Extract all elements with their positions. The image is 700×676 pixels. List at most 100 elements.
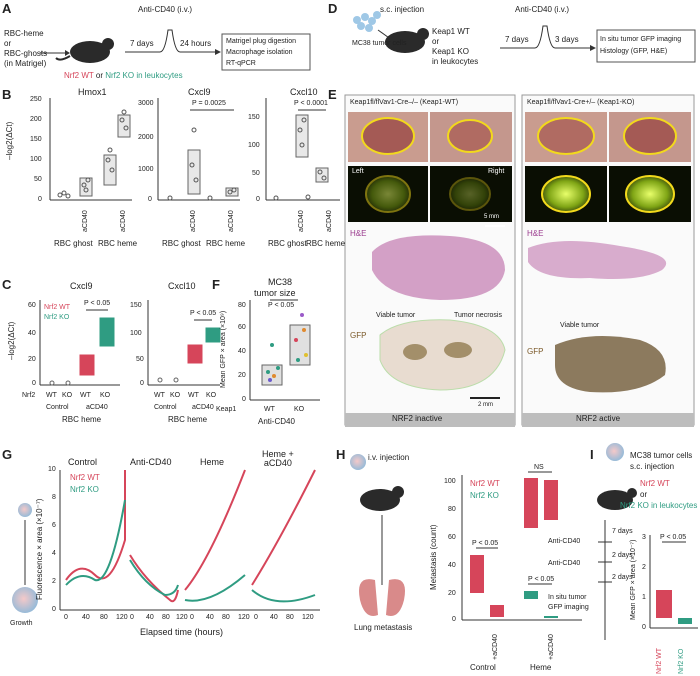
a-t1: 7 days — [130, 39, 154, 48]
panel-f-points — [266, 313, 308, 382]
g-cond-3: Heme + aCD40 — [262, 449, 294, 468]
c-title-1: Cxcl10 — [168, 281, 196, 291]
g-ytick-2: 4 — [52, 550, 56, 557]
mouse-icon — [70, 41, 110, 63]
timeline-line — [125, 29, 215, 53]
g-cond-0: Control — [68, 457, 98, 467]
ko-box — [289, 324, 311, 366]
h-legend-wt: Nrf2 WT — [470, 479, 500, 488]
f-ytick-1: 20 — [238, 372, 246, 379]
panel-label-b: B — [2, 87, 12, 102]
growth-icon — [12, 503, 38, 613]
g-ytick-0: 0 — [52, 606, 56, 613]
b1-group-1: RBC heme — [206, 239, 246, 248]
g0-xtick-2: 80 — [100, 614, 108, 621]
e-footer-left: NRF2 inactive — [392, 414, 443, 423]
e-he-right: H&E — [527, 229, 544, 238]
b2-group-1: RBC heme — [306, 239, 346, 248]
i-or: or — [640, 490, 648, 499]
i-text-1: s.c. injection — [630, 462, 675, 471]
g-cond-2: Heme — [200, 457, 225, 467]
g0-xtick-0: 0 — [64, 614, 68, 621]
b2-ytick-1: 50 — [252, 170, 260, 177]
c1-ytick-3: 150 — [130, 302, 142, 309]
i-timeline-1: 2 days — [612, 552, 633, 559]
e-necrosis: Tumor necrosis — [454, 312, 502, 319]
b0-ytick-2: 100 — [30, 156, 42, 163]
a-mice-wt: Nrf2 WT — [64, 71, 94, 80]
c-ylabel: –log2(ΔCt) — [7, 321, 16, 360]
b0-group-0: RBC ghost — [54, 239, 93, 248]
i-xtick-1: Nrf2 KO — [678, 648, 685, 674]
b0-ytick-5: 250 — [30, 96, 42, 103]
panel-a-schematic — [40, 29, 311, 71]
panel-h-icons — [350, 454, 405, 616]
ko-box — [678, 618, 692, 624]
mouse-icon — [385, 31, 425, 53]
g3-xtick-1: 40 — [270, 614, 278, 621]
g-ytick-5: 10 — [48, 466, 56, 473]
b-title-0: Hmox1 — [78, 87, 107, 97]
c1-group-1: aCD40 — [192, 404, 214, 411]
f-ytick-2: 40 — [238, 348, 246, 355]
c0-group-0: Control — [46, 404, 69, 411]
he-sections — [372, 235, 667, 399]
b2-ytick-0: 0 — [256, 196, 260, 203]
b2-xrot-0: aCD40 — [298, 210, 305, 232]
c-title-0: Cxcl9 — [70, 281, 93, 291]
panel-f-axes — [249, 300, 320, 401]
f-title-1: tumor size — [254, 288, 296, 298]
a-treatment: Anti-CD40 (i.v.) — [138, 5, 193, 14]
c-pval-0: P < 0.05 — [84, 300, 111, 307]
panel-h-axes — [461, 475, 582, 621]
c-legend-ko: Nrf2 KO — [44, 314, 70, 321]
tumor-photos — [348, 112, 691, 162]
b1-ytick-3: 3000 — [138, 100, 154, 107]
g2-xtick-1: 40 — [206, 614, 214, 621]
i-xtick-0: Nrf2 WT — [656, 647, 663, 674]
f-pval: P < 0.05 — [268, 302, 295, 309]
panel-label-i: I — [590, 447, 594, 462]
panel-label-c: C — [2, 277, 12, 292]
b2-xrot-1: aCD40 — [326, 210, 333, 232]
h-legend-ko: Nrf2 KO — [470, 491, 499, 500]
h-group-0: Control — [470, 663, 496, 672]
d-genotype-3: in leukocytes — [432, 57, 479, 66]
e-gfp-right: GFP — [527, 347, 544, 356]
wt-box — [261, 364, 283, 386]
c-legend-wt: Nrf2 WT — [44, 304, 71, 311]
a-t2: 24 hours — [180, 39, 212, 48]
b2-ytick-2: 100 — [248, 142, 260, 149]
steps-box — [596, 29, 696, 63]
f-xtick-1: KO — [294, 406, 305, 413]
panel-label-a: A — [2, 1, 12, 16]
arrow-icon — [65, 50, 70, 56]
e-gfp-left: GFP — [350, 331, 367, 340]
h-ytick-4: 80 — [448, 506, 456, 513]
d-genotype-2: Keap1 KO — [432, 47, 469, 56]
c1-xtick-1: KO — [170, 392, 181, 399]
g-growth: Growth — [10, 620, 33, 627]
f-row-label: Keap1 — [216, 406, 237, 413]
b1-ytick-1: 1000 — [138, 166, 154, 173]
h-ylabel: Metastasis (count) — [429, 524, 438, 590]
d-genotype-1: or — [432, 37, 440, 46]
c1-xtick-3: KO — [206, 392, 217, 399]
b1-ytick-2: 2000 — [138, 134, 154, 141]
f-xtick-0: WT — [264, 406, 275, 413]
e-right-label: Right — [488, 168, 505, 175]
b0-ytick-3: 150 — [30, 136, 42, 143]
e-right-title: Keap1fl/flVav1-Cre+/– (Keap1-KO) — [527, 99, 635, 106]
a-left-text-3: (in Matrigel) — [4, 59, 47, 68]
a-left-text-0: RBC-heme — [4, 29, 44, 38]
g1-xtick-2: 80 — [162, 614, 170, 621]
b0-xrot-0: aCD40 — [82, 210, 89, 232]
i-pval: P < 0.05 — [660, 534, 687, 541]
e-scale-1: 5 mm — [484, 214, 499, 220]
panel-label-h: H — [336, 447, 346, 462]
g1-xtick-3: 120 — [176, 614, 188, 621]
d-genotype-0: Keap1 WT — [432, 27, 470, 36]
panel-g-axes — [59, 470, 320, 611]
g3-xtick-2: 80 — [286, 614, 294, 621]
b-pval-1: P = 0.0025 — [192, 100, 226, 107]
